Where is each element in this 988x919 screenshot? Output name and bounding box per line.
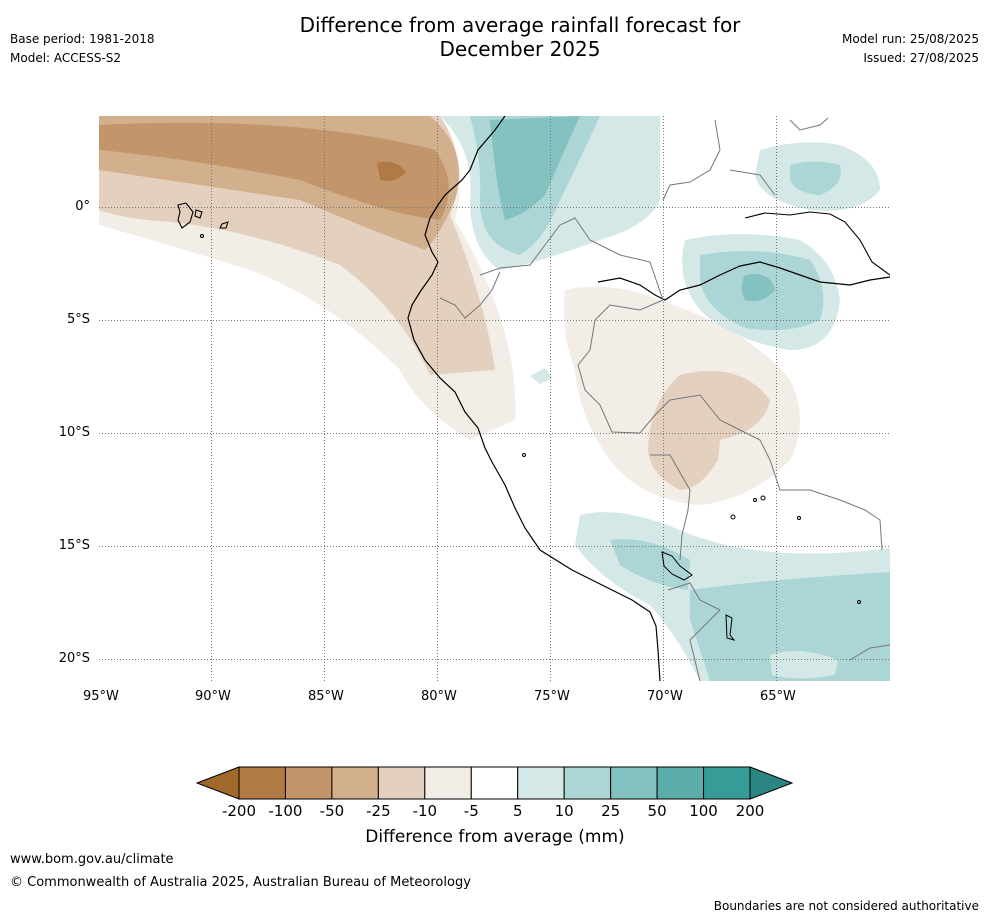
colorbar-tick-label: -200 bbox=[221, 802, 257, 820]
colorbar-segment bbox=[424, 766, 472, 800]
colorbar-tick-label: 100 bbox=[689, 802, 718, 820]
lon-tick-95w: 95°W bbox=[83, 689, 119, 704]
colorbar-tick-label: 25 bbox=[601, 802, 621, 820]
colorbar-tick-label: 50 bbox=[647, 802, 667, 820]
base-period-text: Base period: 1981-2018 bbox=[10, 32, 155, 46]
colorbar-tick-label: -50 bbox=[319, 802, 345, 820]
lat-tick-5s: 5°S bbox=[66, 312, 90, 327]
lon-tick-65w: 65°W bbox=[760, 689, 796, 704]
coastline-west bbox=[407, 116, 661, 681]
wet-region-ne-gt10 bbox=[790, 161, 841, 195]
colorbar-segment bbox=[517, 766, 565, 800]
model-text: Model: ACCESS-S2 bbox=[10, 51, 122, 65]
wet-region-north-gt25 bbox=[490, 116, 580, 220]
colorbar-segment bbox=[563, 766, 612, 800]
small-islands-east bbox=[522, 453, 861, 641]
lon-tick-70w: 70°W bbox=[647, 689, 683, 704]
issued-text: Issued: 27/08/2025 bbox=[863, 51, 979, 65]
colorbar-tick-label: -100 bbox=[268, 802, 303, 820]
dry-region-lt-minus50 bbox=[99, 122, 449, 220]
disclaimer-text: Boundaries are not considered authoritat… bbox=[713, 899, 979, 913]
website-text: www.bom.gov.au/climate bbox=[10, 852, 174, 867]
title-line-1: Difference from average rainfall forecas… bbox=[299, 13, 741, 37]
lat-tick-10s: 10°S bbox=[58, 425, 90, 440]
colorbar-segment bbox=[703, 766, 751, 800]
colorbar-tick-label: 5 bbox=[512, 802, 523, 820]
colorbar-tick-label: -10 bbox=[412, 802, 438, 820]
model-run-text: Model run: 25/08/2025 bbox=[841, 32, 979, 46]
colorbar-segment bbox=[238, 766, 286, 800]
wet-patch-south-small bbox=[770, 651, 838, 679]
dry-region-lt-minus100 bbox=[377, 161, 406, 181]
colorbar-segment bbox=[377, 766, 426, 800]
colorbar-tick-label: -25 bbox=[366, 802, 391, 820]
colorbar-segment bbox=[331, 766, 379, 800]
wet-region-east-gt25 bbox=[741, 274, 775, 302]
lake-titicaca bbox=[661, 551, 693, 581]
lon-tick-90w: 90°W bbox=[195, 689, 231, 704]
colorbar-segment bbox=[470, 766, 519, 800]
title-line-2: December 2025 bbox=[439, 37, 601, 61]
colorbar-tick-label: -5 bbox=[463, 802, 479, 820]
country-borders bbox=[439, 117, 890, 681]
wet-region-south-gt10-a bbox=[610, 539, 690, 590]
copyright-text: © Commonwealth of Australia 2025, Austra… bbox=[10, 875, 471, 890]
colorbar-segment bbox=[284, 766, 333, 800]
wet-patch-small bbox=[530, 368, 553, 384]
lat-tick-0: 0° bbox=[75, 199, 90, 214]
page-title: Difference from average rainfall forecas… bbox=[250, 13, 790, 61]
colorbar-tick-label: 10 bbox=[554, 802, 574, 820]
inland-dry-region-lt-minus10 bbox=[648, 370, 770, 490]
lon-tick-75w: 75°W bbox=[534, 689, 570, 704]
lat-tick-20s: 20°S bbox=[58, 651, 90, 666]
colorbar-segment bbox=[656, 766, 705, 800]
lon-tick-85w: 85°W bbox=[308, 689, 344, 704]
coastline-north bbox=[744, 211, 890, 276]
galapagos-islands bbox=[177, 202, 229, 239]
colorbar-title: Difference from average (mm) bbox=[365, 827, 625, 847]
colorbar-tick-label: 200 bbox=[735, 802, 765, 820]
colorbar-extend-high bbox=[749, 766, 794, 800]
colorbar-segment bbox=[610, 766, 658, 800]
lon-tick-80w: 80°W bbox=[421, 689, 457, 704]
coastline-caribbean bbox=[597, 261, 890, 301]
wet-region-south-gt10-b bbox=[690, 572, 890, 681]
gridlines bbox=[99, 116, 890, 681]
lat-tick-15s: 15°S bbox=[58, 538, 90, 553]
colorbar-extend-low bbox=[195, 766, 240, 800]
anomaly-fields bbox=[99, 116, 890, 681]
